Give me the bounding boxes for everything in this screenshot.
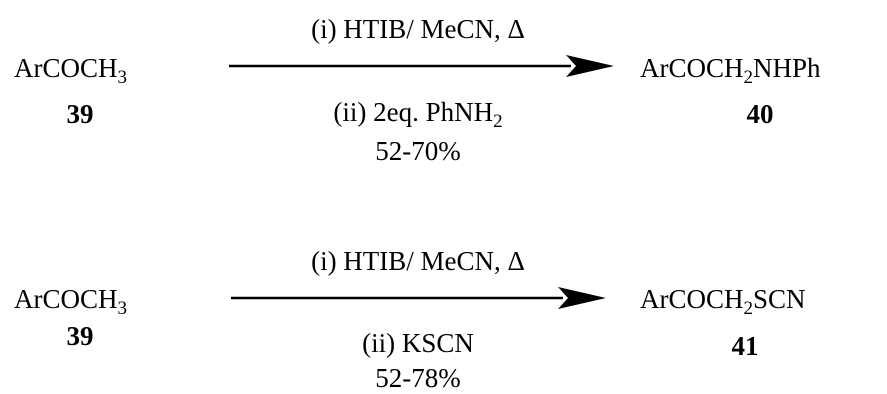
- reaction-2-top-condition: (i) HTIB/ MeCN, Δ: [311, 246, 525, 276]
- reaction-2-yield: 52-78%: [375, 363, 461, 393]
- product-2-number: 41: [731, 331, 759, 361]
- product-1-formula: ArCOCH2NHPh: [640, 53, 821, 88]
- reaction-2-arrow: [231, 287, 606, 309]
- reaction-1-yield: 52-70%: [375, 136, 461, 166]
- reaction-1-arrow: [229, 55, 614, 77]
- reaction-2-bottom-condition: (ii) KSCN: [362, 328, 474, 358]
- reactant-1-number: 39: [66, 99, 94, 129]
- reactant-2-number: 39: [66, 321, 94, 351]
- reaction-1-bottom-condition: (ii) 2eq. PhNH2: [333, 97, 503, 132]
- reactant-2-formula: ArCOCH3: [14, 284, 128, 319]
- product-1-number: 40: [746, 99, 774, 129]
- product-2-formula: ArCOCH2SCN: [640, 284, 806, 319]
- reactant-1-formula: ArCOCH3: [14, 53, 128, 88]
- reaction-1-top-condition: (i) HTIB/ MeCN, Δ: [311, 14, 525, 44]
- reaction-2-arrowhead: [558, 287, 606, 309]
- reaction-1-arrowhead: [566, 55, 614, 77]
